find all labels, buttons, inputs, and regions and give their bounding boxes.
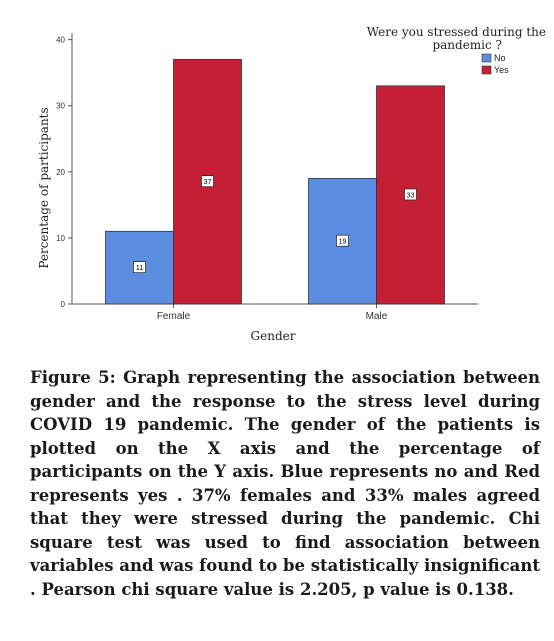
bar-chart: 0 10 20 30 40 Female 11 37 Male 19 33 Percentage o…: [37, 25, 546, 343]
x-tick-label-male: Male: [366, 311, 388, 322]
y-tick-label-0: 0: [61, 300, 66, 309]
y-tick-label-30: 30: [56, 102, 65, 111]
data-label-box-female-no: [133, 261, 146, 273]
legend-title-line-2: pandemic ?: [432, 38, 502, 52]
legend-label-yes: Yes: [494, 65, 509, 75]
data-label-female-yes: 37: [204, 179, 212, 186]
legend-title-line-1: Were you stressed during the: [367, 25, 546, 39]
plot-area: 0 10 20 30 40 Female 11 37 Male 19 33: [56, 33, 478, 322]
y-tick-label-40: 40: [56, 36, 65, 45]
x-axis-title: Gender: [251, 329, 296, 343]
y-tick-label-20: 20: [56, 168, 65, 177]
x-tick-label-female: Female: [157, 311, 191, 322]
data-label-box-female-yes: [201, 175, 214, 188]
data-label-box-male-no: [336, 234, 349, 247]
data-label-male-no: 19: [339, 239, 347, 246]
legend-label-no: No: [494, 53, 506, 63]
legend: Were you stressed during the pandemic ? …: [367, 25, 546, 75]
data-label-male-yes: 33: [407, 192, 415, 199]
y-tick-label-10: 10: [56, 234, 65, 243]
figure-caption: Figure 5: Graph representing the associa…: [30, 368, 540, 599]
data-label-box-male-yes: [404, 188, 417, 201]
data-label-female-no: 11: [136, 265, 143, 272]
legend-swatch-yes: [481, 65, 492, 75]
legend-swatch-no: [481, 53, 492, 63]
y-axis-title: Percentage of participants: [37, 107, 51, 268]
